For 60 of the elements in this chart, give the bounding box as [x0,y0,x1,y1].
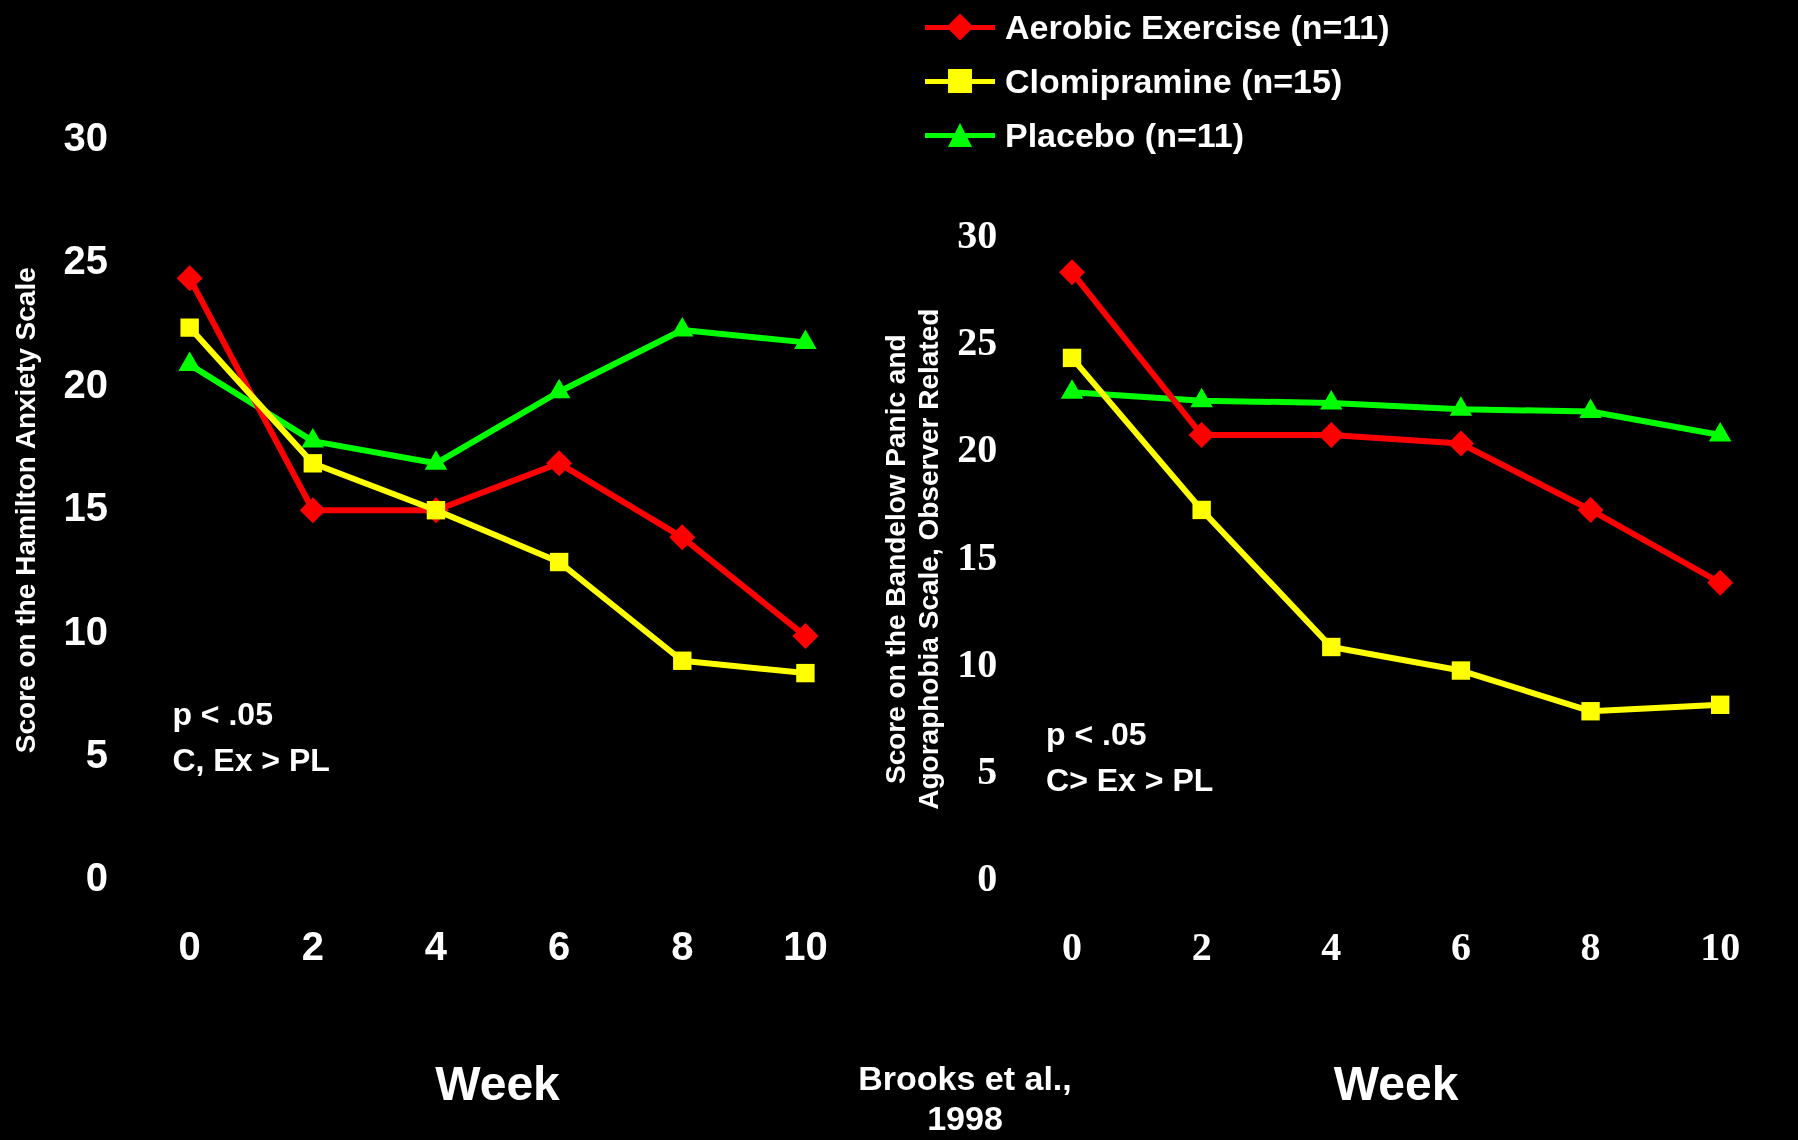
point [673,651,692,670]
y-tick-label: 10 [63,608,109,653]
y-tick-label: 15 [957,533,998,579]
x-tick-label: 6 [548,924,571,969]
point [796,663,815,683]
legend-label: Clomipramine (n=15) [1005,61,1343,101]
y-tick-label: 25 [957,319,998,365]
x-tick-label: 4 [1321,923,1342,969]
y-axis-title: Score on the Bandelow Panic and Agoraphobia Scale, Observer Related [879,308,945,810]
annotation: C> Ex > PL [1046,762,1214,799]
y-tick-label: 30 [957,212,998,258]
point [303,454,323,473]
point [1322,637,1341,657]
point [1451,661,1471,680]
y-tick-label: 20 [957,426,998,472]
annotation: p < .05 [172,695,273,732]
point [1710,695,1730,714]
x-tick-label: 0 [178,924,201,969]
x-axis-title: Week [435,1057,561,1111]
y-tick-label: 10 [957,640,998,686]
y-tick-label: 0 [977,854,998,900]
x-tick-label: 2 [1191,923,1212,969]
x-tick-label: 10 [1700,923,1741,969]
text: Brooks et al., 1998 [857,1058,1073,1138]
y-tick-label: 25 [63,238,109,283]
x-tick-label: 8 [1580,923,1601,969]
x-tick-label: 2 [301,924,324,969]
point [1192,500,1211,520]
y-tick-label: 20 [63,361,109,406]
legend-label: Placebo (n=11) [1005,115,1245,155]
x-tick-label: 0 [1062,923,1083,969]
y-tick-label: 0 [85,855,109,900]
point [180,318,199,337]
point [1577,496,1604,523]
y-axis-title: Score on the Hamilton Anxiety Scale [9,267,41,754]
point [669,524,696,551]
x-tick-label: 8 [671,924,694,969]
x-tick-label: 10 [783,924,828,969]
point [1059,259,1086,286]
y-tick-label: 5 [977,747,998,793]
x-tick-label: 6 [1450,923,1471,969]
point [1318,422,1345,448]
x-axis-title: Week [1333,1057,1459,1111]
y-tick-label: 15 [63,485,109,530]
annotation: C, Ex > PL [172,741,330,778]
point [1062,348,1082,368]
point [1707,569,1734,596]
point [792,623,819,650]
point [176,265,203,292]
point [299,497,326,524]
x-tick-label: 4 [424,924,448,969]
point [549,552,569,572]
y-tick-label: 30 [63,115,109,160]
annotation: p < .05 [1046,716,1147,753]
point [1581,702,1600,721]
point [546,450,573,477]
point [1188,422,1215,448]
point [1447,430,1474,457]
y-tick-label: 5 [85,732,109,777]
legend-label: Aerobic Exercise (n=11) [1005,7,1390,47]
